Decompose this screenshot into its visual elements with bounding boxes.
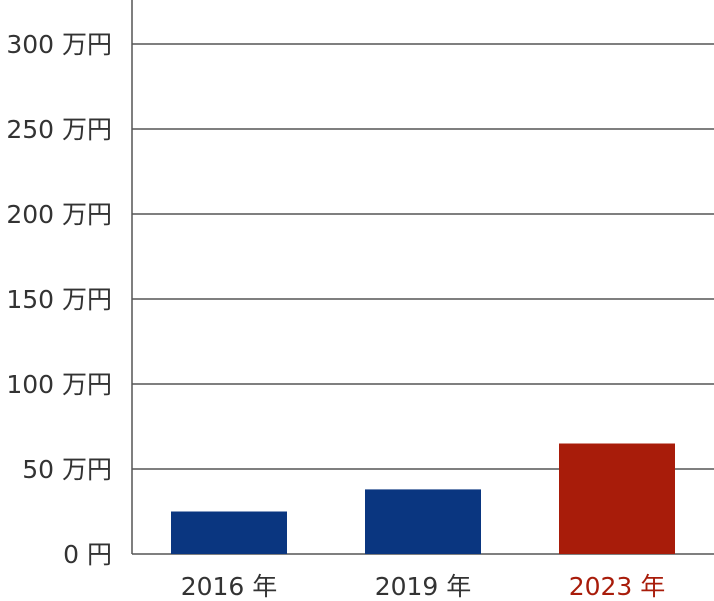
y-tick-labels: 0 円 50 万円 100 万円 150 万円 200 万円 250 万円 300 万円 bbox=[6, 30, 112, 569]
gridlines bbox=[132, 43, 714, 470]
y-tick-label: 0 円 bbox=[63, 540, 112, 569]
y-tick-label: 50 万円 bbox=[22, 455, 112, 484]
x-tick-label: 2019 年 bbox=[375, 572, 472, 601]
bars bbox=[171, 443, 675, 554]
y-tick-label: 250 万円 bbox=[6, 115, 112, 144]
bar-0 bbox=[171, 511, 287, 554]
bar-1 bbox=[365, 489, 481, 554]
x-tick-label: 2023 年 bbox=[569, 572, 666, 601]
y-tick-label: 300 万円 bbox=[6, 30, 112, 59]
y-tick-label: 200 万円 bbox=[6, 200, 112, 229]
y-tick-label: 150 万円 bbox=[6, 285, 112, 314]
y-tick-label: 100 万円 bbox=[6, 370, 112, 399]
bar-2 bbox=[559, 443, 675, 554]
x-tick-labels: 2016 年 2019 年 2023 年 bbox=[181, 572, 666, 601]
x-tick-label: 2016 年 bbox=[181, 572, 278, 601]
